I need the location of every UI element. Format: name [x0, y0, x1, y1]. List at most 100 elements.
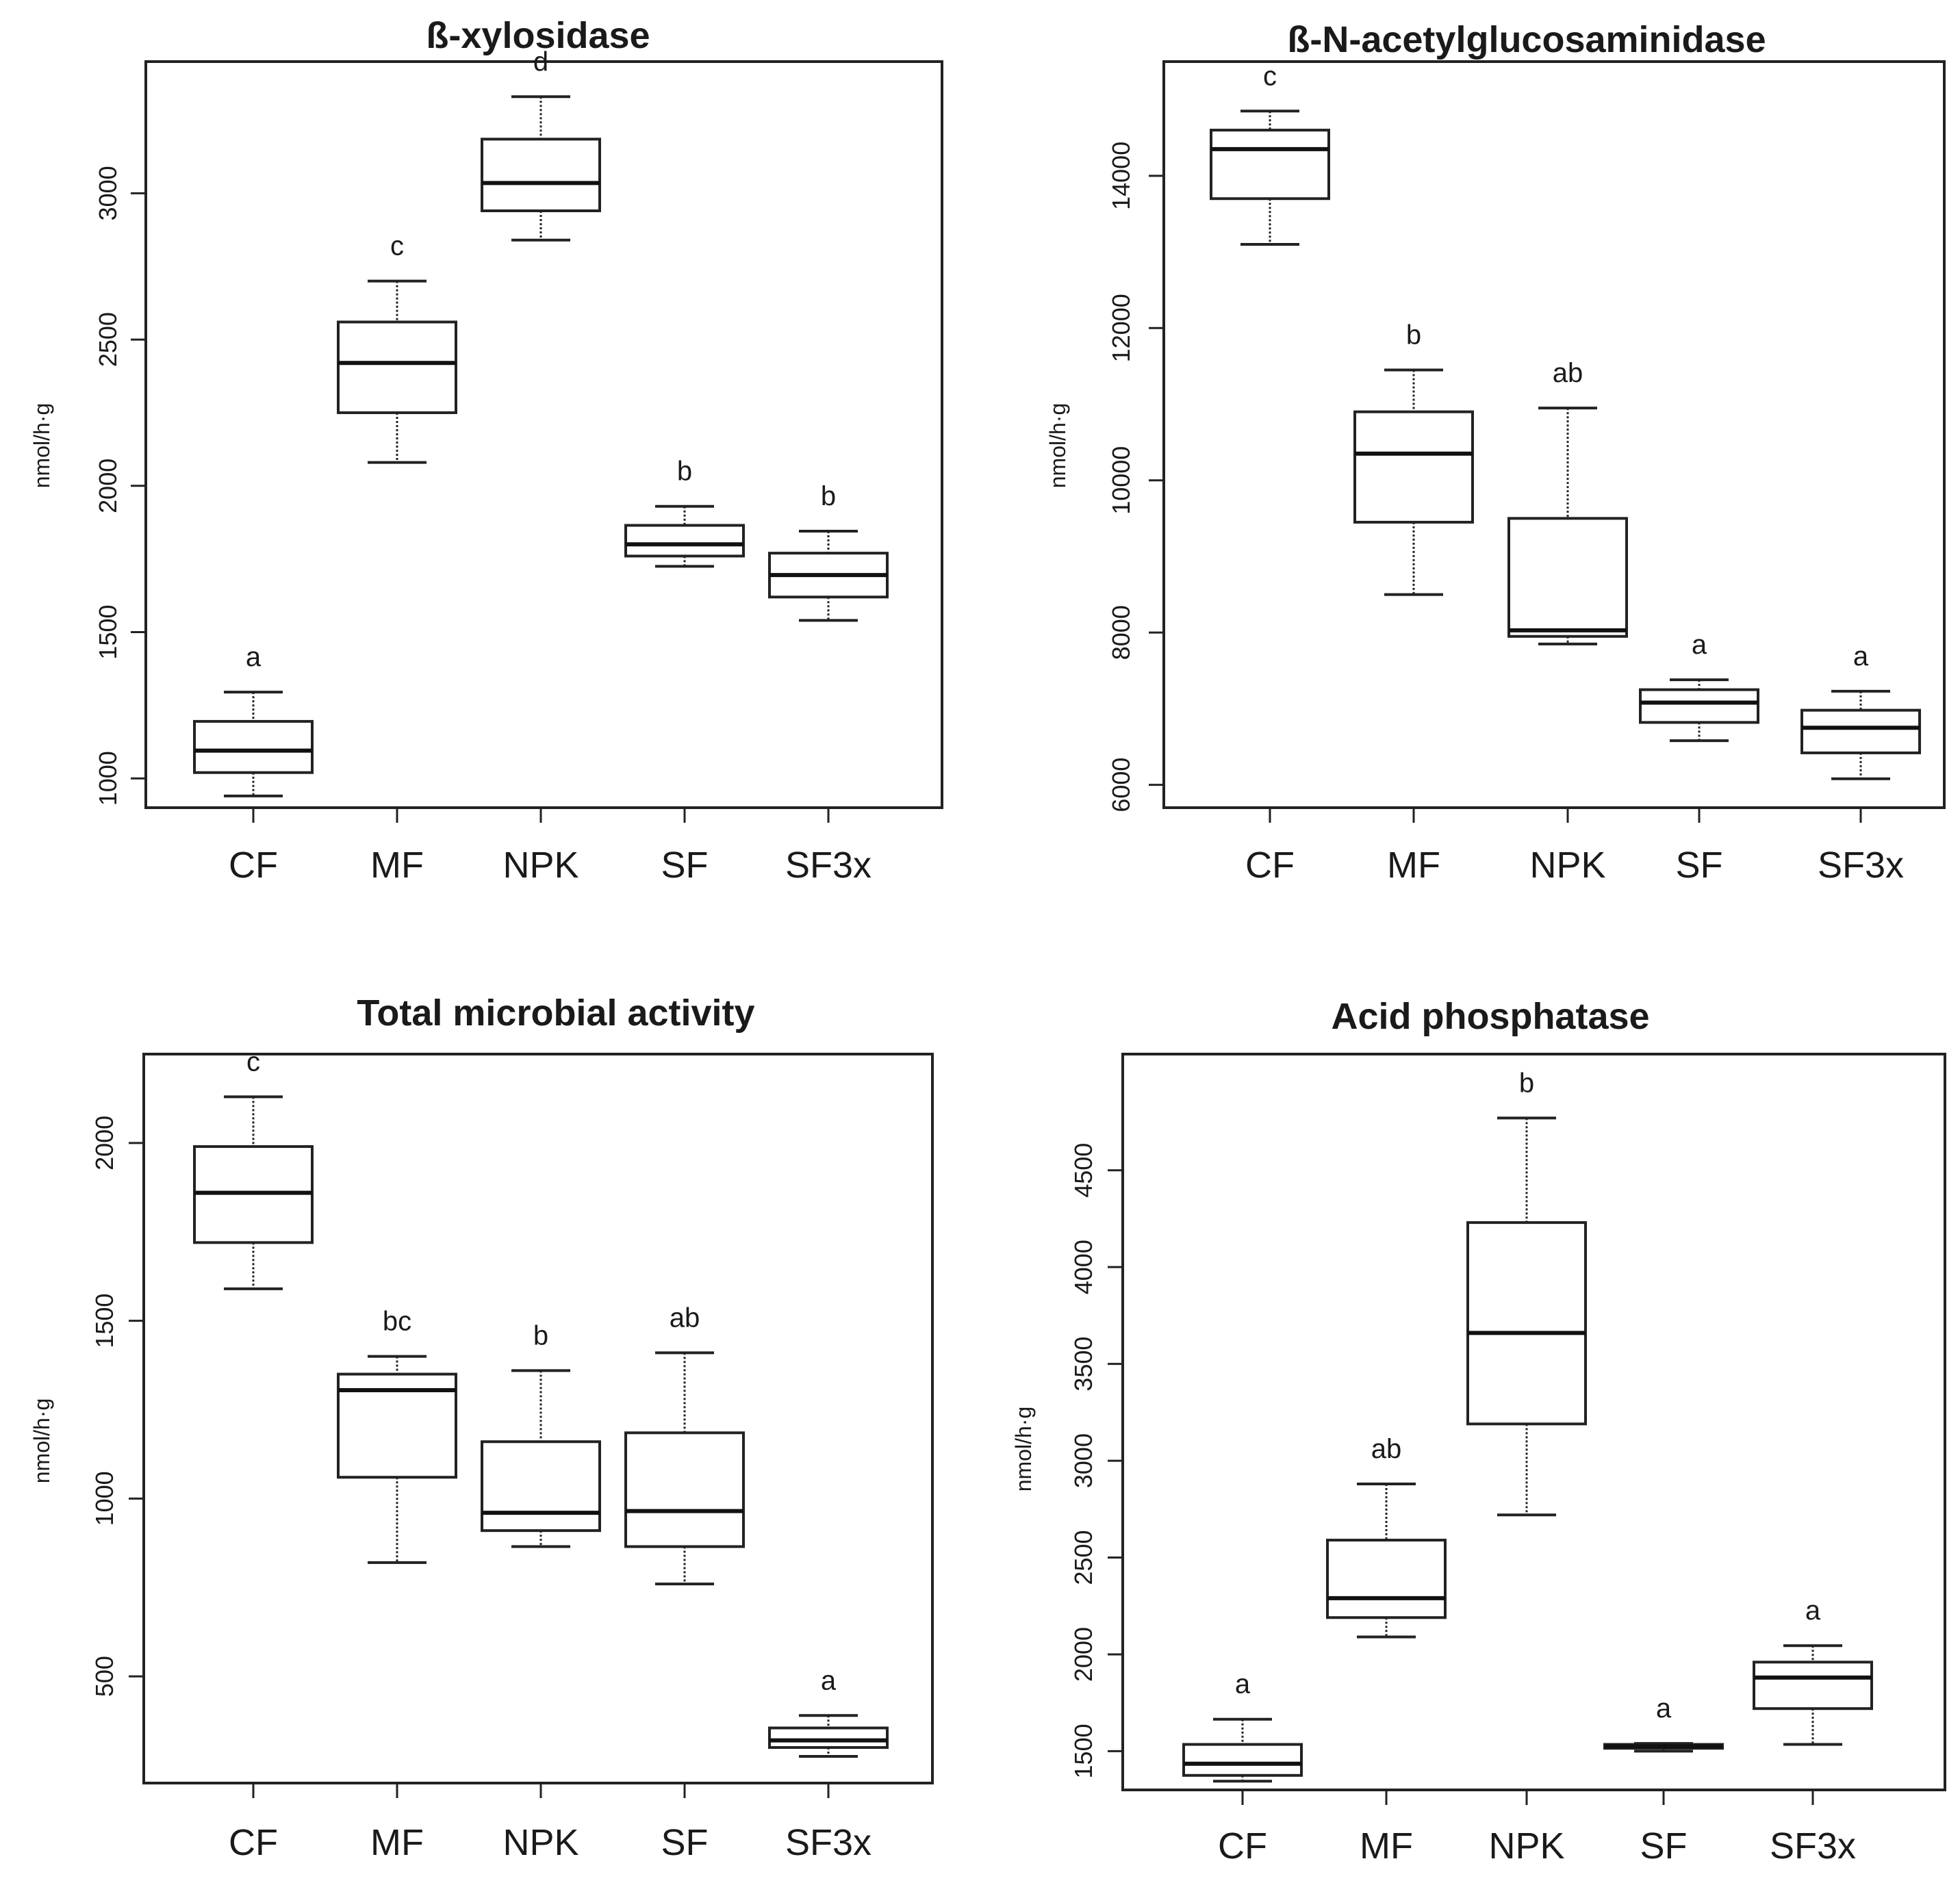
significance-letter: d — [533, 47, 548, 77]
significance-letter: ab — [670, 1303, 700, 1333]
iqr-box — [1210, 129, 1330, 201]
significance-letter: c — [1263, 61, 1277, 91]
y-tick-label: 14000 — [1107, 142, 1135, 210]
significance-letter: b — [821, 481, 836, 511]
iqr-box — [1639, 688, 1759, 724]
x-tick-label-sf: SF — [1640, 1826, 1687, 1867]
y-tick-label: 4500 — [1069, 1143, 1097, 1198]
panel-acid-phosphatase: Acid phosphatase nmol/h·g 1500 2000 2500 30… — [1011, 996, 1946, 1867]
y-axis-label: nmol/h·g — [29, 403, 54, 489]
significance-letter: c — [390, 231, 404, 261]
box-cf: c — [1210, 61, 1330, 246]
iqr-box — [1800, 708, 1921, 754]
panel-title: ß-N-acetylglucosaminidase — [1287, 19, 1766, 60]
x-tick-label-sf3x: SF3x — [785, 845, 871, 886]
significance-letter: b — [677, 457, 692, 487]
y-tick-label: 6000 — [1107, 758, 1135, 812]
y-tick-label: 10000 — [1107, 446, 1135, 515]
box-sf: b — [624, 457, 745, 568]
x-tick-label-cf: CF — [229, 845, 278, 886]
iqr-box — [624, 1431, 745, 1548]
box-mf: bc — [337, 1307, 457, 1564]
box-mf: c — [337, 231, 457, 464]
y-tick-label: 1500 — [94, 604, 122, 659]
significance-letter: a — [1656, 1693, 1672, 1724]
y-tick-label: 3500 — [1069, 1337, 1097, 1392]
x-tick-label-npk: NPK — [1488, 1826, 1564, 1867]
significance-letter: a — [1853, 641, 1869, 671]
significance-letter: ab — [1553, 358, 1583, 388]
iqr-box — [1753, 1661, 1873, 1711]
y-tick-label: 1000 — [94, 751, 122, 806]
box-sf3x: b — [768, 481, 889, 622]
y-tick-label: 2000 — [90, 1116, 118, 1170]
box-cf: a — [193, 642, 314, 797]
box-npk: b — [481, 1320, 601, 1548]
y-tick-label: 1500 — [1069, 1724, 1097, 1778]
significance-letter: a — [246, 642, 262, 672]
iqr-box — [1182, 1743, 1303, 1777]
x-tick-label-cf: CF — [1245, 845, 1295, 886]
x-tick-label-mf: MF — [370, 845, 424, 886]
x-tick-label-sf3x: SF3x — [785, 1822, 871, 1863]
panel-title: Total microbial activity — [357, 992, 754, 1034]
x-tick-label-sf3x: SF3x — [1770, 1826, 1856, 1867]
significance-letter: ab — [1371, 1434, 1402, 1464]
iqr-box — [1466, 1221, 1587, 1426]
x-tick-label-cf: CF — [229, 1822, 278, 1863]
significance-letter: a — [1235, 1669, 1251, 1700]
x-tick-label-mf: MF — [1360, 1826, 1413, 1867]
box-sf3x: a — [1800, 641, 1921, 780]
y-tick-label: 2500 — [94, 312, 122, 367]
x-tick-label-npk: NPK — [502, 845, 578, 886]
significance-letter: a — [1692, 630, 1707, 660]
y-tick-label: 1000 — [90, 1471, 118, 1526]
x-tick-label-mf: MF — [1387, 845, 1440, 886]
y-tick-label: 4000 — [1069, 1240, 1097, 1294]
x-tick-label-sf: SF — [1675, 845, 1722, 886]
iqr-box — [1353, 410, 1474, 524]
iqr-box — [1507, 517, 1628, 638]
panel-title: ß-xylosidase — [426, 15, 650, 56]
x-tick-label-mf: MF — [370, 1822, 424, 1863]
significance-letter: bc — [383, 1307, 411, 1337]
y-axis-label: nmol/h·g — [29, 1398, 54, 1484]
x-tick-label-sf: SF — [661, 1822, 708, 1863]
panel-title: Acid phosphatase — [1331, 996, 1649, 1037]
box-sf: a — [1639, 630, 1759, 743]
y-axis-label: nmol/h·g — [1011, 1407, 1036, 1492]
box-sf3x: a — [768, 1665, 889, 1758]
x-tick-label-npk: NPK — [1529, 845, 1605, 886]
iqr-box — [193, 719, 314, 774]
y-tick-label: 8000 — [1107, 605, 1135, 660]
panel-beta-xylosidase: ß-xylosidase nmol/h·g 1000 1500 2000 2500 30… — [29, 15, 943, 886]
y-tick-label: 500 — [90, 1656, 118, 1697]
box-cf: c — [193, 1047, 314, 1290]
iqr-box — [337, 320, 457, 414]
box-npk: d — [481, 47, 601, 242]
iqr-box — [1326, 1539, 1447, 1619]
y-tick-label: 1500 — [90, 1294, 118, 1348]
iqr-box — [624, 524, 745, 558]
significance-letter: a — [821, 1665, 837, 1695]
iqr-box — [481, 138, 601, 212]
box-sf3x: a — [1753, 1596, 1873, 1746]
box-sf: a — [1603, 1693, 1724, 1753]
y-tick-label: 2000 — [94, 459, 122, 513]
y-tick-label: 3000 — [94, 166, 122, 220]
y-axis-label: nmol/h·g — [1045, 403, 1070, 489]
x-tick-label-sf3x: SF3x — [1818, 845, 1904, 886]
box-npk: ab — [1507, 358, 1628, 645]
significance-letter: b — [1519, 1068, 1534, 1098]
significance-letter: a — [1805, 1596, 1821, 1626]
y-tick-label: 2500 — [1069, 1530, 1097, 1585]
box-sf: ab — [624, 1303, 745, 1586]
significance-letter: c — [246, 1047, 260, 1077]
panel-total-microbial-activity: Total microbial activity nmol/h·g 500 100… — [29, 992, 934, 1863]
x-tick-label-npk: NPK — [502, 1822, 578, 1863]
box-cf: a — [1182, 1669, 1303, 1783]
significance-letter: b — [1406, 320, 1421, 350]
y-tick-label: 2000 — [1069, 1627, 1097, 1682]
iqr-box — [768, 1726, 889, 1750]
